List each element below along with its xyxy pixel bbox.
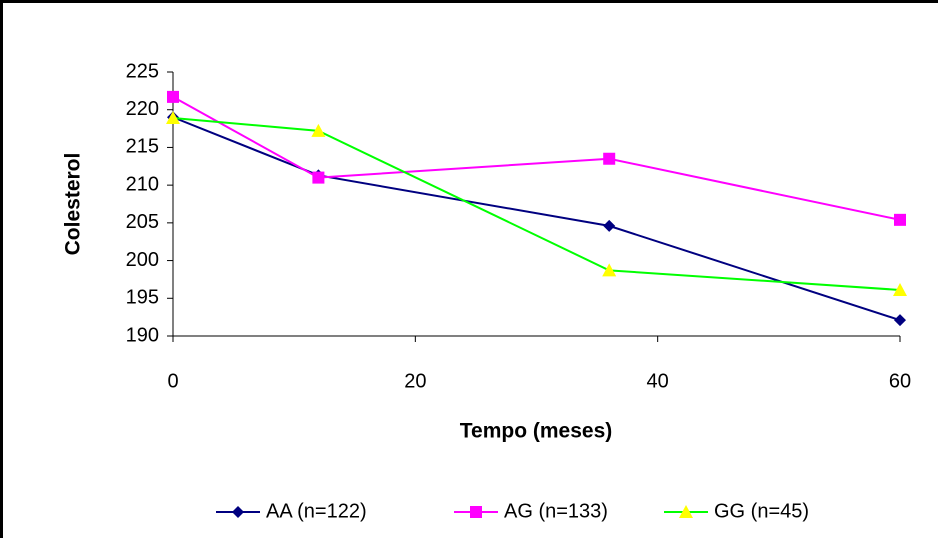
marker <box>167 90 179 103</box>
y-tick-label: 195 <box>126 287 159 309</box>
x-tick-label: 60 <box>889 370 911 392</box>
y-tick-label: 220 <box>126 98 159 120</box>
legend-marker <box>679 505 693 518</box>
series-line <box>172 96 901 221</box>
x-tick-label: 0 <box>167 370 178 392</box>
legend-label: AA (n=122) <box>266 500 367 522</box>
marker <box>894 213 906 226</box>
y-axis-title: Colesterol <box>62 153 85 256</box>
y-tick-label: 205 <box>126 211 159 233</box>
marker <box>602 263 617 277</box>
marker <box>893 282 907 296</box>
marker <box>603 219 616 232</box>
y-tick-label: 215 <box>126 136 159 158</box>
y-tick-label: 190 <box>126 324 159 346</box>
y-tick-label: 210 <box>126 173 159 195</box>
legend-label: GG (n=45) <box>714 500 809 522</box>
x-tick-label: 20 <box>404 370 426 392</box>
x-tick-label: 40 <box>647 370 669 392</box>
marker <box>603 152 616 165</box>
marker <box>312 171 325 184</box>
marker <box>894 314 906 327</box>
marker <box>311 123 326 137</box>
legend-label: AG (n=133) <box>504 500 608 522</box>
legend-marker <box>470 506 482 518</box>
series-line <box>172 117 901 291</box>
y-tick-label: 225 <box>126 60 159 82</box>
legend-marker <box>232 506 244 518</box>
marker <box>166 111 180 125</box>
y-tick-label: 200 <box>126 249 159 271</box>
series-line <box>172 116 901 322</box>
x-axis-title: Tempo (meses) <box>460 420 613 443</box>
